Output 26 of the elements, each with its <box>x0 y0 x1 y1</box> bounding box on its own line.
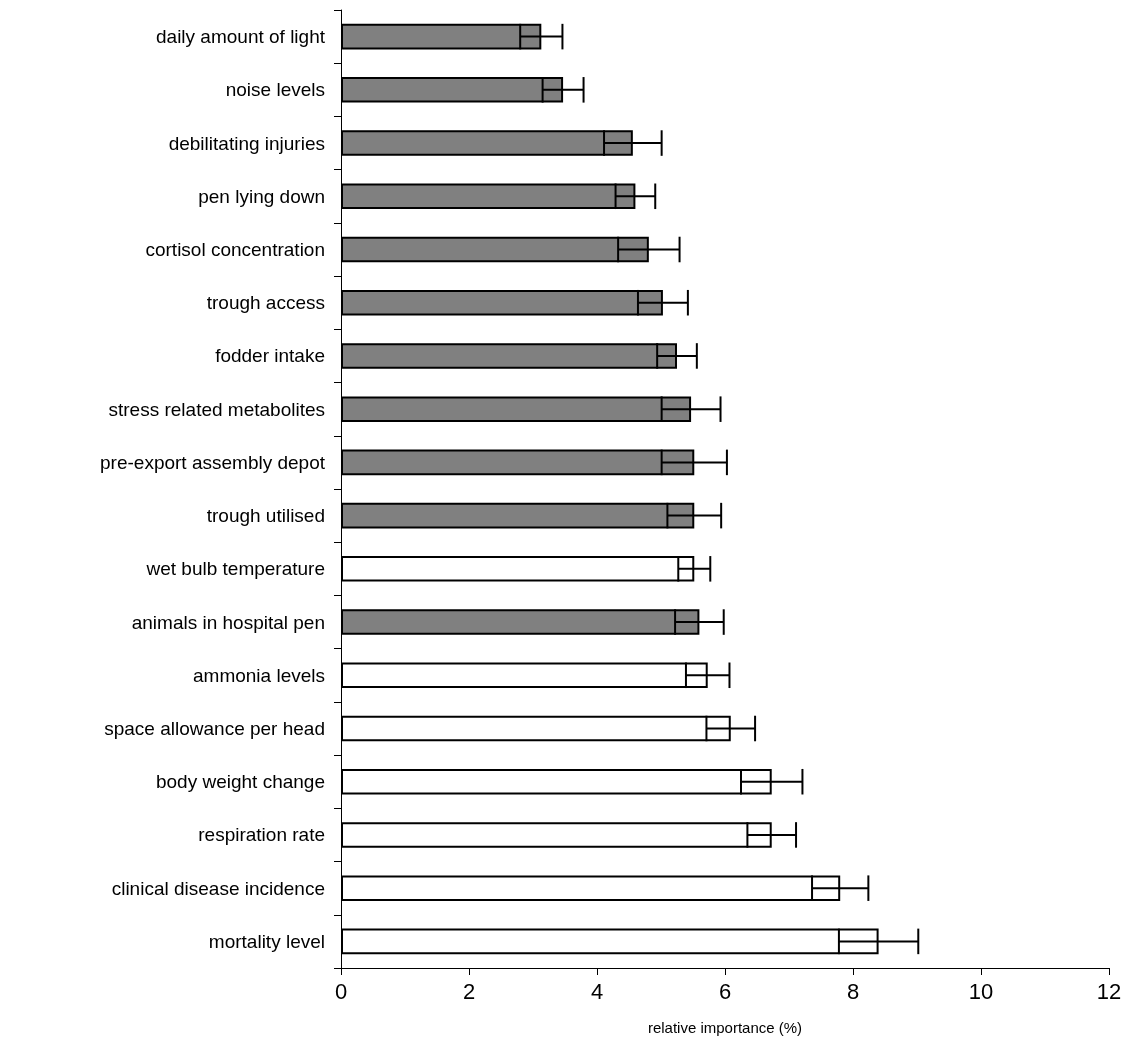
y-tick-label: trough utilised <box>206 505 325 527</box>
x-tick-label: 12 <box>1096 978 1122 1004</box>
x-tick-label: 6 <box>718 978 732 1004</box>
y-tick-label: debilitating injuries <box>168 132 325 154</box>
y-tick-label: pre-export assembly depot <box>100 451 326 473</box>
x-tick-label: 4 <box>590 978 604 1004</box>
x-axis-title: relative importance (%) <box>647 1019 803 1036</box>
x-tick-label: 10 <box>968 978 994 1004</box>
y-tick-label: wet bulb temperature <box>145 558 325 580</box>
y-tick-label: mortality level <box>208 930 325 952</box>
y-tick-label: fodder intake <box>215 345 325 367</box>
y-tick-label: trough access <box>206 292 325 314</box>
x-tick-label: 2 <box>462 978 476 1004</box>
y-tick-label: animals in hospital pen <box>131 611 325 633</box>
y-tick-label: clinical disease incidence <box>111 877 325 899</box>
y-tick-label: stress related metabolites <box>108 398 325 420</box>
x-tick-label: 0 <box>334 978 348 1004</box>
x-tick-label: 8 <box>846 978 860 1004</box>
y-tick-label: body weight change <box>155 771 325 793</box>
y-tick-label: ammonia levels <box>193 664 325 686</box>
y-tick-label: noise levels <box>225 79 325 101</box>
y-tick-label: respiration rate <box>198 824 325 846</box>
y-tick-label: daily amount of light <box>156 26 326 48</box>
y-tick-label: pen lying down <box>198 185 325 207</box>
y-tick-label: space allowance per head <box>104 718 325 739</box>
y-tick-label: cortisol concentration <box>145 239 325 260</box>
